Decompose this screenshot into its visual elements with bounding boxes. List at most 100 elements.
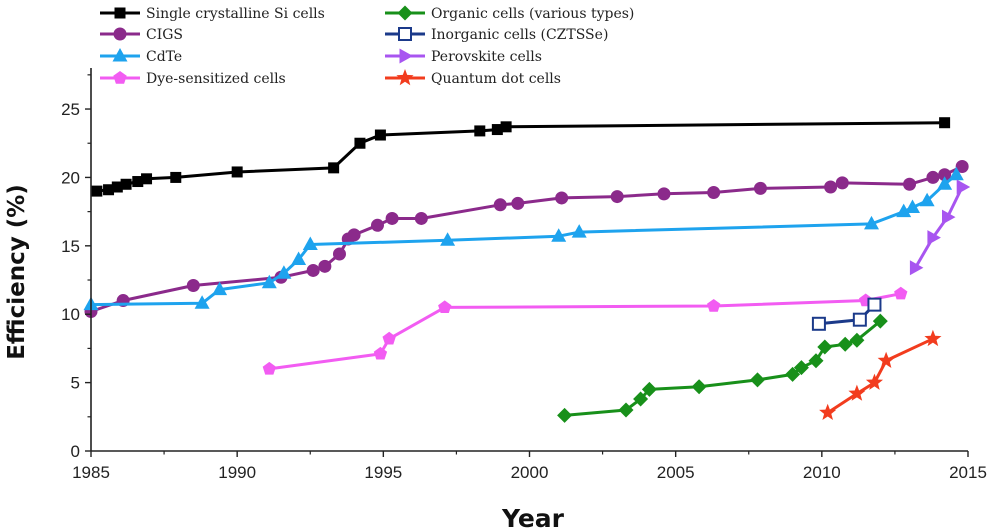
data-point — [817, 339, 833, 355]
data-point — [865, 373, 883, 390]
y-tick-label: 5 — [71, 374, 80, 393]
legend-entry: CdTe — [100, 48, 182, 65]
data-point — [938, 168, 952, 182]
x-axis-title: Year — [501, 504, 565, 531]
y-tick-label: 25 — [61, 100, 80, 119]
legend-entry: CIGS — [100, 27, 183, 43]
data-point — [926, 170, 940, 184]
data-point — [141, 173, 153, 185]
series-line — [96, 121, 945, 193]
data-point — [849, 332, 865, 348]
legend-entry: Single crystalline Si cells — [100, 6, 325, 22]
data-point — [848, 384, 866, 401]
series-5 — [811, 297, 882, 331]
data-point — [909, 260, 924, 276]
data-point — [808, 353, 824, 369]
legend-marker — [112, 48, 128, 62]
data-point — [927, 230, 941, 246]
data-point — [385, 211, 399, 225]
data-point — [212, 281, 228, 296]
axes: 1985 1990 1995 2000 2005 2010 2015 0 5 10 15 20 25 — [61, 68, 987, 482]
legend-entry: Organic cells (various types) — [385, 5, 634, 22]
data-point — [633, 391, 649, 407]
data-point — [120, 178, 132, 190]
data-point — [811, 316, 826, 331]
data-point — [354, 137, 366, 149]
data-point — [111, 181, 123, 193]
data-point — [302, 236, 318, 250]
data-point — [753, 181, 767, 195]
data-point — [896, 203, 912, 218]
series-3 — [262, 286, 908, 375]
data-point — [370, 218, 384, 232]
series-7 — [819, 329, 942, 420]
legend-marker — [399, 48, 413, 64]
y-tick-label: 10 — [61, 305, 80, 324]
data-point — [937, 176, 953, 190]
data-point — [894, 286, 908, 300]
data-point — [291, 251, 307, 265]
legend-marker — [398, 27, 412, 41]
data-point — [306, 263, 320, 277]
data-point — [618, 402, 634, 418]
data-point — [924, 329, 942, 347]
data-point — [374, 129, 386, 141]
data-point — [707, 299, 721, 312]
legend-label: Single crystalline Si cells — [146, 6, 325, 22]
data-point — [474, 125, 486, 137]
x-tick-label: 1995 — [364, 463, 402, 482]
plot-area — [83, 117, 971, 423]
legend-marker — [396, 69, 414, 86]
data-point — [785, 366, 801, 382]
data-point — [956, 179, 971, 195]
legend-label: Inorganic cells (CZTSSe) — [431, 27, 608, 43]
data-point — [414, 211, 428, 225]
data-point — [555, 191, 569, 205]
series-line — [564, 319, 882, 417]
series-6 — [909, 179, 971, 276]
data-point — [852, 312, 867, 327]
data-point — [903, 177, 917, 191]
series-line — [914, 186, 964, 269]
x-tick-label: 2005 — [657, 463, 695, 482]
data-point — [835, 176, 849, 190]
legend-label: Organic cells (various types) — [431, 6, 634, 22]
data-point — [551, 228, 567, 242]
x-tick-label: 2015 — [949, 463, 987, 482]
x-tick-label: 1985 — [72, 463, 110, 482]
legend-label: Dye-sensitized cells — [146, 71, 286, 87]
data-point — [867, 297, 882, 312]
y-axis-title: Efficiency (%) — [4, 184, 30, 360]
data-point — [948, 166, 964, 181]
data-point — [194, 295, 210, 309]
legend-entry: Dye-sensitized cells — [100, 71, 286, 87]
series-0 — [91, 117, 951, 197]
data-point — [493, 198, 507, 212]
data-point — [939, 117, 951, 129]
series-line — [90, 173, 958, 307]
legend-label: Perovskite cells — [431, 49, 542, 65]
data-point — [373, 346, 388, 360]
data-point — [262, 361, 276, 375]
data-point — [511, 196, 525, 210]
data-point — [919, 192, 935, 207]
legend-label: CIGS — [146, 27, 183, 43]
data-point — [347, 228, 361, 242]
data-point — [382, 331, 396, 345]
legend-marker — [397, 5, 413, 21]
y-tick-label: 15 — [61, 237, 80, 256]
legend-marker — [114, 7, 126, 19]
data-point — [864, 215, 879, 230]
data-point — [318, 259, 332, 273]
data-point — [91, 185, 103, 197]
data-point — [877, 351, 895, 368]
data-point — [276, 265, 292, 279]
data-point — [557, 407, 573, 423]
data-point — [750, 372, 765, 388]
data-point — [707, 185, 721, 199]
x-tick-label: 1990 — [218, 463, 256, 482]
data-point — [103, 184, 115, 196]
legend-entry: Inorganic cells (CZTSSe) — [385, 27, 608, 43]
legend-label: CdTe — [146, 49, 182, 65]
